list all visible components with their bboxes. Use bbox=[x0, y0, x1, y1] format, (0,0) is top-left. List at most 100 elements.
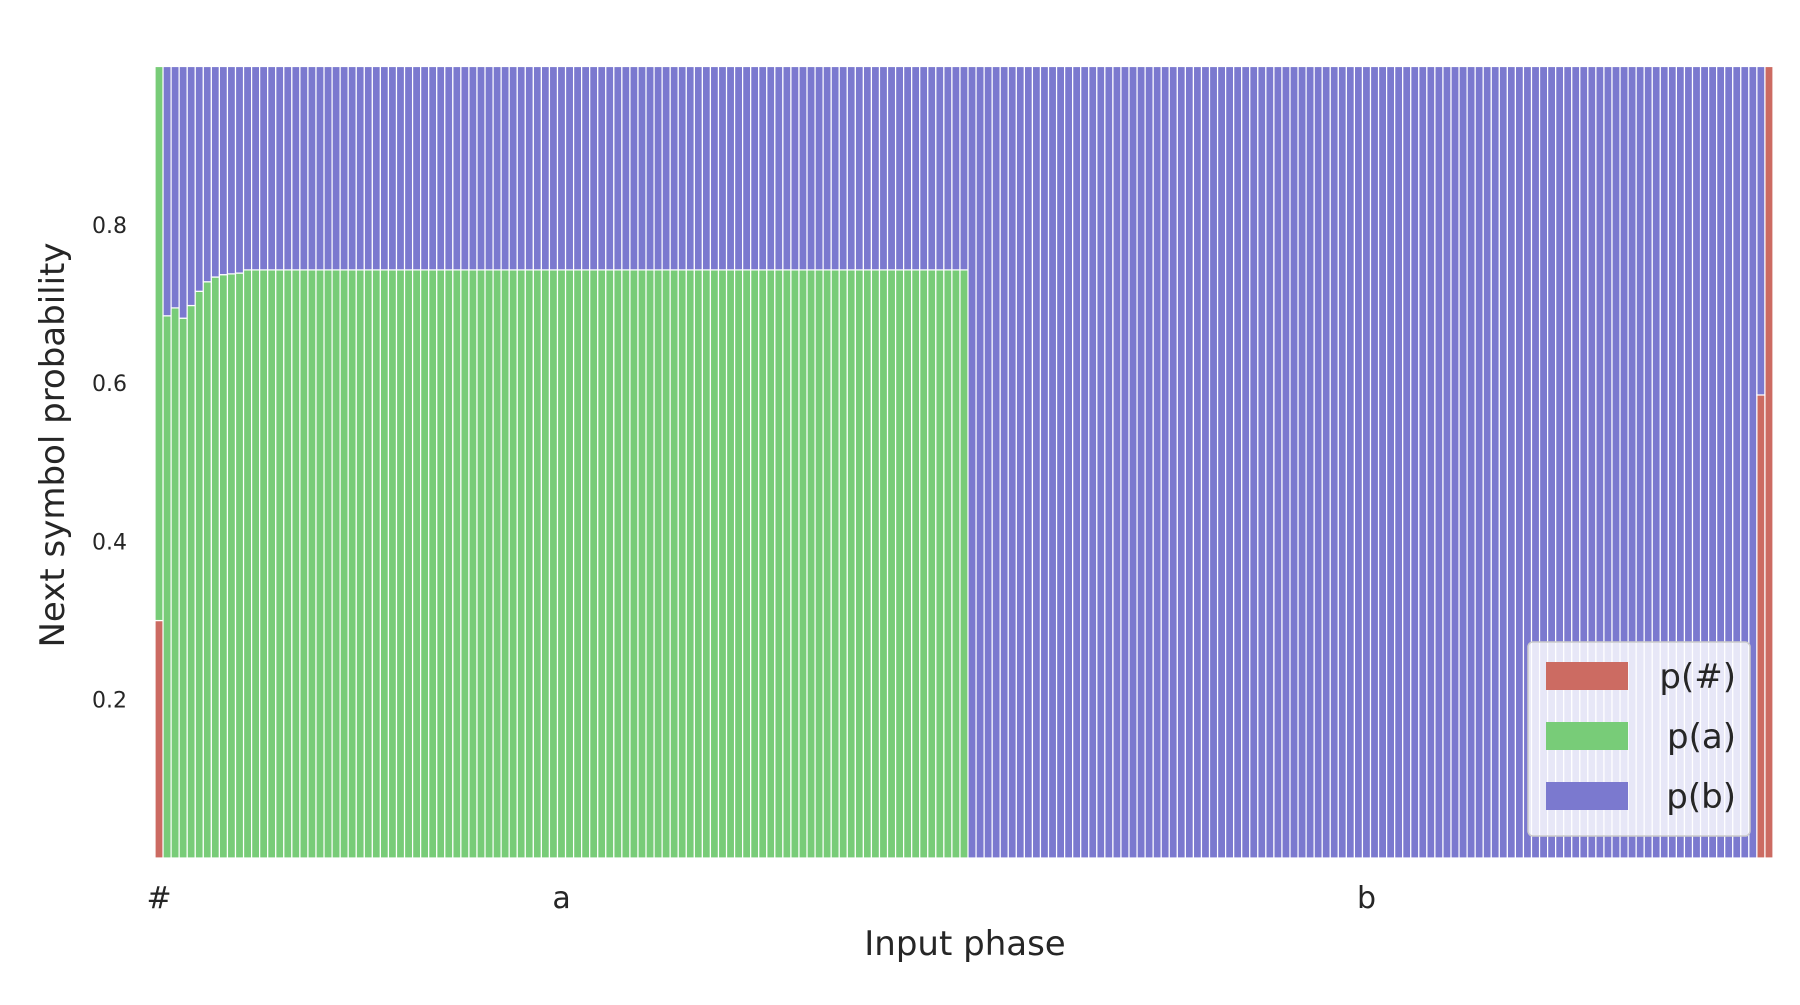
bar-segment-p-a bbox=[444, 269, 454, 859]
bar-segment-p-a bbox=[717, 269, 728, 859]
bar-segment-p-b bbox=[1176, 65, 1186, 859]
bar-segment-p-b bbox=[1088, 65, 1098, 859]
bar-segment-p-a bbox=[194, 290, 204, 859]
bar-segment-p-b bbox=[935, 65, 945, 271]
bar-segment-p-b bbox=[1128, 65, 1138, 859]
bar-segment-p-a bbox=[476, 269, 486, 859]
bar-segment-p-a bbox=[693, 269, 703, 859]
bar-segment-p-b bbox=[323, 65, 333, 271]
bar-segment-p-a bbox=[210, 276, 221, 859]
bar-segment-p-b bbox=[1080, 65, 1090, 859]
bar-segment-p-a bbox=[428, 269, 438, 859]
bar-segment-p-b bbox=[1337, 65, 1347, 859]
bar-segment-p-b bbox=[806, 65, 816, 271]
bar-segment-p-b bbox=[492, 65, 502, 271]
bar-segment-p-b bbox=[170, 65, 180, 309]
bar-segment-p-a bbox=[403, 269, 414, 859]
bar-segment-p-b bbox=[1386, 65, 1396, 859]
bar-segment-p-b bbox=[315, 65, 325, 271]
bar-segment-p-b bbox=[476, 65, 486, 271]
bar-segment-p-b bbox=[1200, 65, 1211, 859]
bar-segment-p-a bbox=[395, 269, 406, 859]
bar-segment-p-b bbox=[218, 65, 229, 276]
bar-segment-p-a bbox=[202, 281, 212, 859]
bar-segment-p-a bbox=[226, 273, 237, 859]
bar-segment-p-b bbox=[1490, 65, 1500, 859]
bar-segment-p-b bbox=[1474, 65, 1484, 859]
bar-segment-p-a bbox=[637, 269, 647, 859]
legend-swatch bbox=[1546, 662, 1628, 690]
bar-segment-p-a bbox=[315, 269, 325, 859]
bar-segment-p-b bbox=[943, 65, 953, 271]
bar-segment-p-b bbox=[1168, 65, 1178, 859]
bar-segment-p-a bbox=[492, 269, 502, 859]
bar-segment-p-b bbox=[669, 65, 679, 271]
bar-segment-p-b bbox=[1249, 65, 1259, 859]
bar-segment-p-a bbox=[629, 269, 639, 859]
bar-segment-p-a bbox=[878, 269, 889, 859]
bar-segment-p-a bbox=[645, 269, 655, 859]
bar-segment-p-a bbox=[500, 269, 510, 859]
bar-segment-p-a bbox=[420, 269, 430, 859]
bar-segment-p-b bbox=[1442, 65, 1452, 859]
bar-segment-p-a bbox=[919, 269, 929, 859]
bar-segment-p-b bbox=[202, 65, 212, 283]
bar-segment-p-a bbox=[766, 269, 776, 859]
bar-segment-p-a bbox=[814, 269, 824, 859]
bar-segment-p-a bbox=[846, 269, 856, 859]
bar-segment-p-a bbox=[363, 269, 373, 859]
bar-segment-p-b bbox=[653, 65, 663, 271]
bar-segment-p-b bbox=[1426, 65, 1436, 859]
bar-segment-p-a bbox=[283, 269, 293, 859]
bar-segment-p-b bbox=[1160, 65, 1170, 859]
bar-segment-p-b bbox=[645, 65, 655, 271]
bar-segment-p-b bbox=[532, 65, 542, 271]
bar-segment-p-a bbox=[331, 269, 341, 859]
bar-segment-p-b bbox=[1031, 65, 1042, 859]
bar-segment-p-b bbox=[540, 65, 551, 271]
bar-segment-p-b bbox=[911, 65, 921, 271]
bar-segment-p-b bbox=[275, 65, 285, 271]
bar-segment-p-b bbox=[403, 65, 414, 271]
bar-segment-p-b bbox=[999, 65, 1009, 859]
bar-segment-p-a bbox=[798, 269, 808, 859]
bar-segment-p-b bbox=[782, 65, 792, 271]
bar-segment-p-a bbox=[709, 269, 720, 859]
bar-segment-p-b bbox=[1023, 65, 1034, 859]
bar-segment-p-b bbox=[1281, 65, 1291, 859]
bars-group bbox=[154, 65, 1774, 859]
bar-segment-p-a bbox=[959, 269, 969, 859]
legend-label: p(b) bbox=[1666, 777, 1736, 817]
bar-segment-p-b bbox=[1015, 65, 1025, 859]
bar-segment-p-a bbox=[323, 269, 333, 859]
bar-segment-p-a bbox=[178, 317, 188, 859]
bar-segment-p-b bbox=[556, 65, 567, 271]
bar-segment-p-b bbox=[1104, 65, 1114, 859]
bar-segment-p-a bbox=[291, 269, 301, 859]
bar-segment-p-b bbox=[701, 65, 712, 271]
bar-segment-p-hash bbox=[1764, 65, 1774, 859]
bar-segment-p-b bbox=[1039, 65, 1050, 859]
bar-segment-p-b bbox=[903, 65, 913, 271]
bar-segment-p-a bbox=[299, 269, 309, 859]
bar-segment-p-b bbox=[1756, 65, 1766, 396]
bar-segment-p-b bbox=[1289, 65, 1299, 859]
bar-segment-p-a bbox=[218, 274, 229, 859]
bar-segment-p-b bbox=[436, 65, 446, 271]
bar-segment-p-b bbox=[1136, 65, 1146, 859]
bar-segment-p-b bbox=[420, 65, 430, 271]
bar-segment-p-b bbox=[685, 65, 695, 271]
bar-segment-p-a bbox=[782, 269, 792, 859]
bar-segment-p-b bbox=[733, 65, 744, 271]
bar-segment-p-b bbox=[1402, 65, 1412, 859]
bar-segment-p-b bbox=[484, 65, 494, 271]
bar-segment-p-a bbox=[339, 269, 349, 859]
bar-segment-p-b bbox=[1216, 65, 1227, 859]
bar-segment-p-a bbox=[460, 269, 470, 859]
bar-segment-p-b bbox=[1313, 65, 1323, 859]
bar-segment-p-a bbox=[838, 269, 848, 859]
bar-segment-p-b bbox=[339, 65, 349, 271]
bar-segment-p-b bbox=[725, 65, 736, 271]
